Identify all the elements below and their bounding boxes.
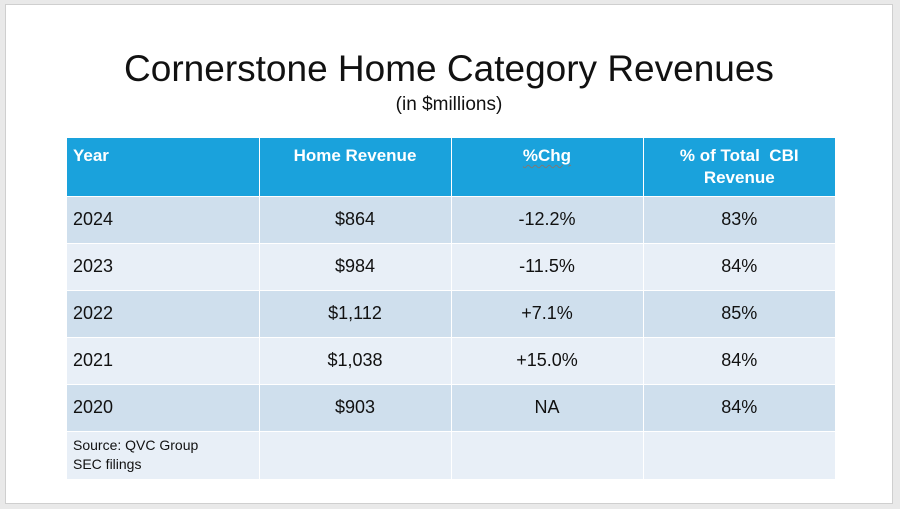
cell-pct-total: 84% bbox=[643, 336, 835, 384]
cell-year: 2022 bbox=[67, 289, 260, 337]
cell-pct-chg: +15.0% bbox=[451, 336, 644, 384]
source-row: Source: QVC Group SEC filings bbox=[67, 430, 835, 479]
source-note: Source: QVC Group SEC filings bbox=[67, 430, 260, 479]
header-home-revenue: Home Revenue bbox=[259, 138, 452, 196]
cell-pct-total: 83% bbox=[643, 195, 835, 243]
table-row: 2021 $1,038 +15.0% 84% bbox=[67, 336, 835, 384]
slide-title: Cornerstone Home Category Revenues bbox=[124, 48, 774, 89]
cell-pct-total: 84% bbox=[643, 383, 835, 431]
table-row: 2024 $864 -12.2% 83% bbox=[67, 195, 835, 243]
cell-year: 2021 bbox=[67, 336, 260, 384]
slide-subtitle: (in $millions) bbox=[395, 94, 503, 115]
table-header-row: Year Home Revenue %Chg % of Total CBI Re… bbox=[67, 138, 835, 196]
cell-year: 2024 bbox=[67, 195, 260, 243]
cell-pct-total: 84% bbox=[643, 242, 835, 290]
header-pct-chg: %Chg bbox=[451, 138, 644, 196]
table-row: 2023 $984 -11.5% 84% bbox=[67, 242, 835, 290]
header-pct-total-line2: Revenue bbox=[703, 168, 775, 187]
slide: Cornerstone Home Category Revenues (in $… bbox=[5, 4, 893, 504]
header-pct-chg-label: %Chg bbox=[522, 146, 572, 165]
header-pct-total-line1: % of Total CBI bbox=[679, 146, 799, 165]
empty-cell bbox=[451, 430, 644, 479]
cell-home-revenue: $903 bbox=[259, 383, 452, 431]
cell-pct-chg: -12.2% bbox=[451, 195, 644, 243]
cell-home-revenue: $1,112 bbox=[259, 289, 452, 337]
table-row: 2020 $903 NA 84% bbox=[67, 383, 835, 431]
cell-home-revenue: $984 bbox=[259, 242, 452, 290]
source-note-line1: Source: QVC Group bbox=[73, 436, 199, 453]
cell-pct-total: 85% bbox=[643, 289, 835, 337]
empty-cell bbox=[259, 430, 452, 479]
header-pct-total: % of Total CBI Revenue bbox=[643, 138, 835, 196]
header-year: Year bbox=[67, 138, 260, 196]
cell-home-revenue: $1,038 bbox=[259, 336, 452, 384]
cell-year: 2020 bbox=[67, 383, 260, 431]
empty-cell bbox=[643, 430, 835, 479]
source-note-line2: SEC filings bbox=[73, 455, 142, 472]
revenue-table: Year Home Revenue %Chg % of Total CBI Re… bbox=[67, 138, 835, 479]
cell-home-revenue: $864 bbox=[259, 195, 452, 243]
table-row: 2022 $1,112 +7.1% 85% bbox=[67, 289, 835, 337]
cell-pct-chg: NA bbox=[451, 383, 644, 431]
cell-pct-chg: -11.5% bbox=[451, 242, 644, 290]
cell-pct-chg: +7.1% bbox=[451, 289, 644, 337]
cell-year: 2023 bbox=[67, 242, 260, 290]
